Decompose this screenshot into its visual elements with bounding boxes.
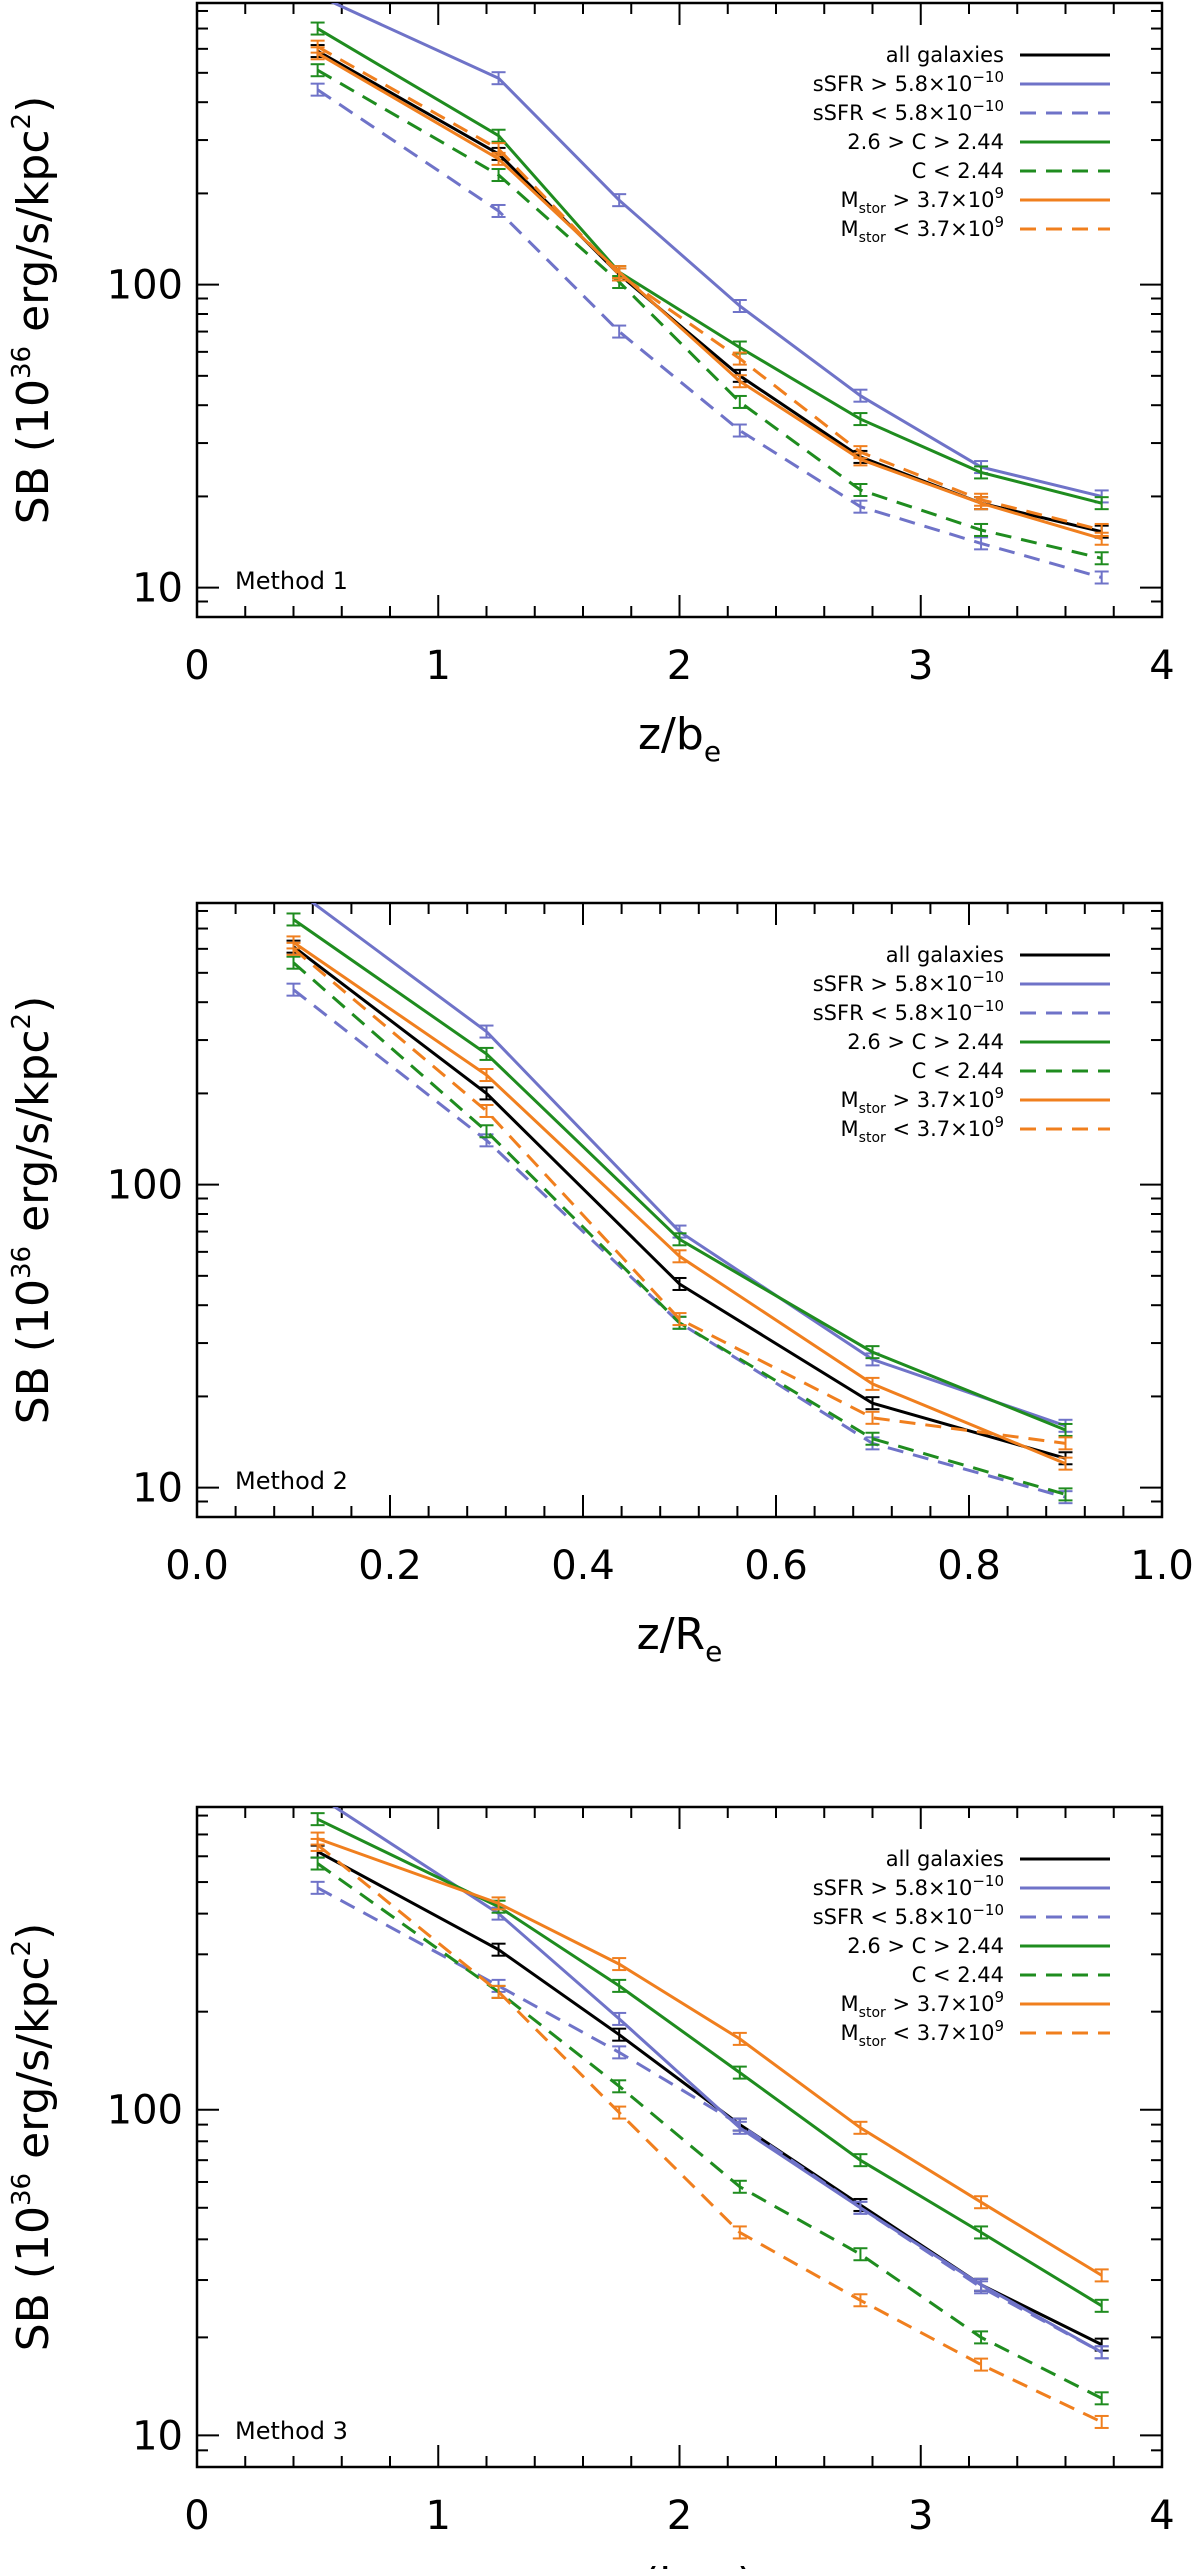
y-tick-label: 100 — [107, 2088, 183, 2134]
x-tick-label: 1 — [426, 2493, 451, 2539]
panel-bottom: 0 1 2 3 4 10 100 z (kpc) SB (1036 erg/s/kpc2) Met… — [7, 1805, 1175, 2569]
legend-label-ssfr_hi: sSFR > 5.8×10−10 — [813, 1872, 1004, 1900]
legend-label-all: all galaxies — [886, 1847, 1004, 1871]
x-tick-label: 0 — [184, 2493, 209, 2539]
legend-label-ssfr_hi: sSFR > 5.8×10−10 — [813, 68, 1004, 96]
y-tick-label: 100 — [107, 263, 183, 309]
legend-label-c_lo: C < 2.44 — [912, 159, 1004, 183]
series-line-all — [316, 1850, 1103, 2346]
panel-middle: 0.0 0.2 0.4 0.6 0.8 1.0 10 100 z/Re SB (1036 erg/… — [7, 901, 1194, 1668]
method-label: Method 3 — [235, 2417, 348, 2445]
x-tick-label: 1.0 — [1130, 1543, 1194, 1589]
x-axis-label: z/Re — [637, 1609, 723, 1668]
y-axis-label: SB (1036 erg/s/kpc2) — [7, 996, 59, 1425]
y-tick-label: 10 — [132, 2413, 183, 2459]
legend-label-c_lo: C < 2.44 — [912, 1963, 1004, 1987]
legend-label-m_hi: Mstor > 3.7×109 — [841, 1084, 1004, 1117]
y-tick-label: 10 — [132, 566, 183, 612]
legend-label-all: all galaxies — [886, 43, 1004, 67]
x-tick-label: 0.0 — [165, 1543, 229, 1589]
series-line-ssfr_lo — [292, 988, 1066, 1499]
series-line-c_hi — [316, 1817, 1103, 2308]
x-tick-label: 0.2 — [358, 1543, 422, 1589]
x-tick-label: 2 — [667, 2493, 692, 2539]
legend-label-all: all galaxies — [886, 943, 1004, 967]
x-tick-label: 0.4 — [551, 1543, 615, 1589]
series-line-m_lo — [316, 1843, 1103, 2424]
x-axis-label: z (kpc) — [605, 2559, 754, 2569]
x-tick-label: 2 — [667, 643, 692, 689]
legend-label-m_lo: Mstor < 3.7×109 — [841, 2017, 1004, 2050]
legend-label-ssfr_hi: sSFR > 5.8×10−10 — [813, 968, 1004, 996]
x-tick-label: 4 — [1149, 2493, 1174, 2539]
x-tick-label: 4 — [1149, 643, 1174, 689]
series-group — [310, 3, 1109, 585]
series-line-ssfr_hi — [310, 903, 1066, 1428]
method-label: Method 2 — [235, 1467, 348, 1495]
legend-label-m_hi: Mstor > 3.7×109 — [841, 184, 1004, 217]
legend-label-ssfr_lo: sSFR < 5.8×10−10 — [813, 97, 1004, 125]
y-tick-label: 100 — [107, 1163, 183, 1209]
legend-label-c_hi: 2.6 > C > 2.44 — [847, 1030, 1004, 1054]
legend-label-c_hi: 2.6 > C > 2.44 — [847, 1934, 1004, 1958]
legend-label-m_hi: Mstor > 3.7×109 — [841, 1988, 1004, 2021]
x-tick-label: 0.8 — [937, 1543, 1001, 1589]
legend-label-c_lo: C < 2.44 — [912, 1059, 1004, 1083]
legend-label-ssfr_lo: sSFR < 5.8×10−10 — [813, 1901, 1004, 1929]
x-axis-label: z/be — [638, 709, 721, 768]
series-line-c_hi — [292, 918, 1067, 1432]
legend-label-m_lo: Mstor < 3.7×109 — [841, 213, 1004, 246]
series-group — [286, 903, 1073, 1505]
series-group — [310, 1807, 1109, 2429]
y-tick-label: 10 — [132, 1466, 183, 1512]
method-label: Method 1 — [235, 567, 348, 595]
panel-top: 0 1 2 3 4 10 100 z/be SB (1036 erg/s/kpc2) Method… — [7, 1, 1175, 768]
y-axis-label: SB (1036 erg/s/kpc2) — [7, 1923, 59, 2352]
x-tick-label: 3 — [908, 2493, 933, 2539]
x-tick-label: 0 — [184, 643, 209, 689]
legend-label-ssfr_lo: sSFR < 5.8×10−10 — [813, 997, 1004, 1025]
plot-frame — [195, 901, 1164, 1519]
legend-label-c_hi: 2.6 > C > 2.44 — [847, 130, 1004, 154]
y-axis-label: SB (1036 erg/s/kpc2) — [7, 96, 59, 525]
x-tick-label: 1 — [426, 643, 451, 689]
x-tick-label: 0.6 — [744, 1543, 808, 1589]
x-tick-label: 3 — [908, 643, 933, 689]
legend-label-m_lo: Mstor < 3.7×109 — [841, 1113, 1004, 1146]
